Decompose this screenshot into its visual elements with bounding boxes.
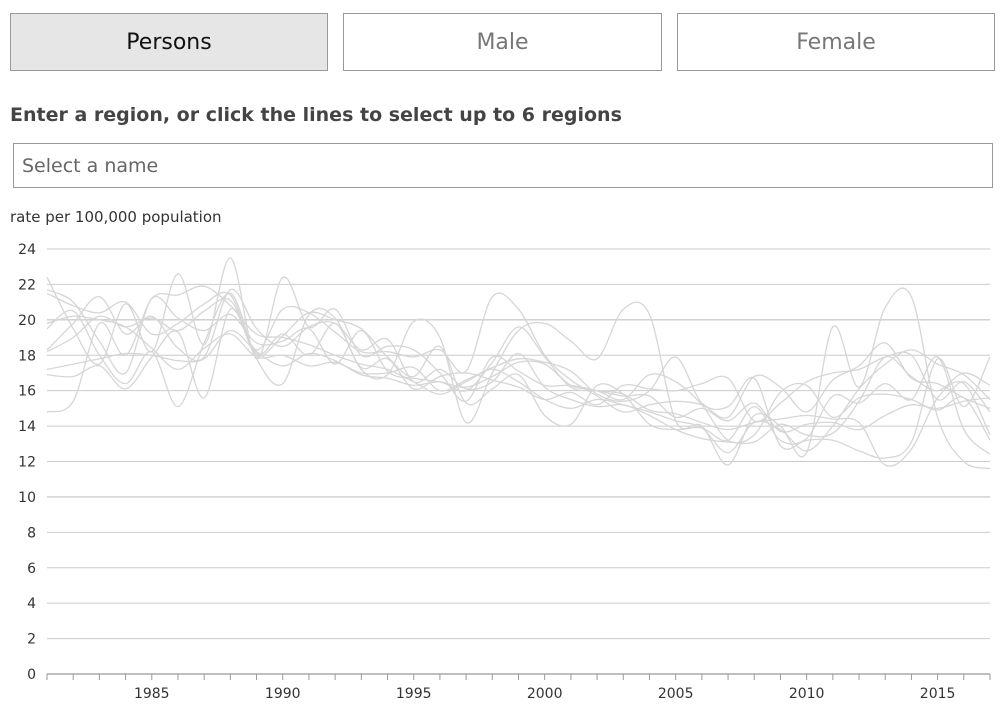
region-line-2[interactable] [46,285,991,454]
y-tick-label: 20 [18,313,36,329]
x-tick-label: 1985 [134,686,170,702]
y-tick-label: 22 [18,277,36,293]
x-tick-label: 2010 [789,686,825,702]
region-line-4[interactable] [46,292,991,419]
tab-male[interactable]: Male [343,13,662,71]
y-tick-label: 16 [18,384,36,400]
y-tick-label: 24 [18,242,36,258]
region-line-9[interactable] [46,315,991,459]
series-lines [46,257,991,470]
y-tick-label: 12 [18,455,36,471]
region-prompt: Enter a region, or click the lines to se… [10,104,622,126]
y-axis-label: rate per 100,000 population [10,208,222,226]
x-axis: 1985 1990 1995 2000 2005 2010 2015 [46,673,991,702]
region-search-input[interactable] [13,143,993,188]
y-tick-label: 18 [18,348,36,364]
grid-lines [47,248,990,675]
tab-persons[interactable]: Persons [10,13,328,71]
x-tick-label: 1990 [265,686,301,702]
x-tick-label: 2000 [527,686,563,702]
y-tick-label: 4 [27,596,36,612]
x-tick-label: 2005 [658,686,694,702]
tab-female[interactable]: Female [677,13,995,71]
region-line-5[interactable] [46,289,991,444]
sex-toggle: Persons Male Female [10,13,996,73]
x-tick-label: 1995 [396,686,432,702]
y-tick-label: 8 [27,525,36,541]
x-tick-label: 2015 [920,686,956,702]
y-tick-label: 2 [27,632,36,648]
region-line-8[interactable] [46,308,991,455]
region-line-6[interactable] [46,326,991,467]
y-tick-label: 0 [27,667,36,683]
region-line-7[interactable] [46,288,991,445]
y-tick-label: 6 [27,561,36,577]
y-tick-label: 14 [18,419,36,435]
y-tick-label: 10 [18,490,36,506]
region-line-10[interactable] [46,291,991,423]
